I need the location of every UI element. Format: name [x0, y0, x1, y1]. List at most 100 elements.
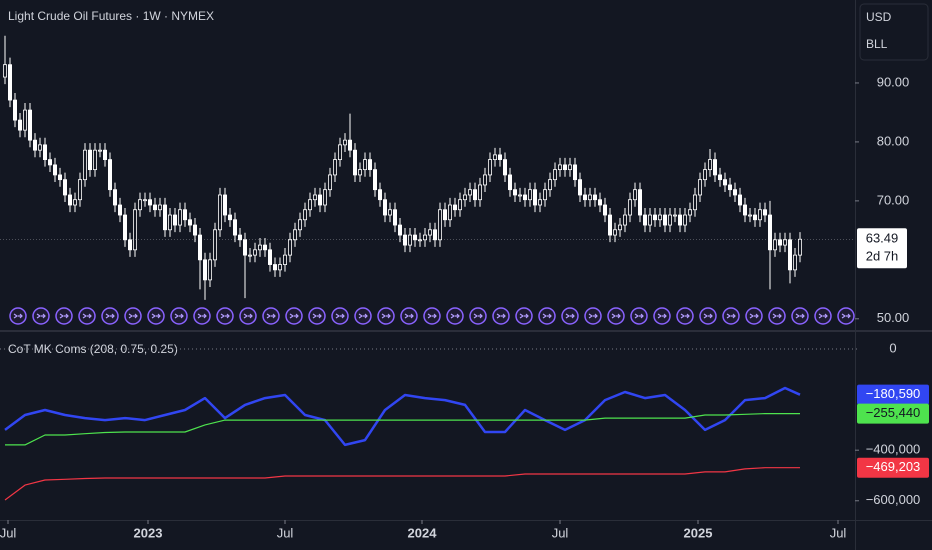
- candle-body: [728, 184, 733, 191]
- candle-body: [502, 159, 507, 176]
- series-line: [4, 467, 800, 501]
- candle-body: [558, 164, 563, 171]
- candle-body: [362, 159, 367, 171]
- candle-body: [693, 194, 698, 211]
- candle-body: [58, 174, 63, 181]
- candle-body: [638, 189, 643, 216]
- candle-body: [482, 174, 487, 186]
- candle-body: [327, 174, 332, 191]
- candle-body: [733, 189, 738, 196]
- candle-body: [247, 254, 252, 257]
- candle-body: [708, 159, 713, 171]
- candle-body: [563, 164, 568, 171]
- value-tag-label: −180,590: [866, 386, 921, 401]
- candle-body: [312, 194, 317, 201]
- candle-body: [347, 139, 352, 151]
- candle-body: [753, 214, 758, 221]
- event-icon: [657, 313, 667, 319]
- candle-body: [553, 169, 558, 181]
- series-line: [5, 413, 800, 446]
- candle-body: [658, 214, 663, 221]
- candle-body: [367, 159, 372, 171]
- candle-body: [12, 99, 17, 121]
- candle-body: [788, 239, 793, 271]
- candle-body: [608, 214, 613, 236]
- event-icon: [542, 313, 552, 319]
- candle-body: [142, 199, 147, 202]
- candle-body: [222, 194, 227, 216]
- event-icon: [473, 313, 483, 319]
- candle-body: [357, 169, 362, 176]
- candle-body: [497, 154, 502, 161]
- candle-body: [242, 239, 247, 256]
- candle-body: [83, 149, 88, 181]
- event-icon: [312, 313, 322, 319]
- candle-body: [467, 189, 472, 196]
- candle-body: [683, 214, 688, 226]
- candle-body: [53, 164, 58, 176]
- candle-body: [457, 199, 462, 211]
- event-icon: [381, 313, 391, 319]
- candle-body: [758, 209, 763, 221]
- candle-body: [713, 159, 718, 176]
- event-icon: [841, 313, 851, 319]
- unit-box[interactable]: [859, 3, 929, 61]
- event-icon: [174, 313, 184, 319]
- candle-body: [307, 199, 312, 211]
- candle-body: [603, 204, 608, 216]
- candle-body: [618, 224, 623, 231]
- event-icon: [703, 313, 713, 319]
- candle-body: [48, 159, 53, 166]
- candle-body: [103, 149, 108, 161]
- currency[interactable]: USD: [866, 10, 892, 24]
- event-icon: [404, 313, 414, 319]
- candle-body: [27, 109, 32, 141]
- candle-body: [342, 139, 347, 146]
- event-icon: [427, 313, 437, 319]
- candle-body: [282, 254, 287, 265]
- candle-body: [487, 159, 492, 176]
- candle-body: [688, 209, 693, 216]
- event-icon: [611, 313, 621, 319]
- candle-body: [382, 199, 387, 216]
- candle-body: [718, 174, 723, 181]
- candle-body: [152, 204, 157, 211]
- candle-body: [668, 214, 673, 226]
- event-icon: [634, 313, 644, 319]
- candle-body: [377, 189, 382, 201]
- candle-body: [643, 214, 648, 226]
- countdown: 2d 7h: [866, 249, 899, 264]
- chart-title: Light Crude Oil Futures · 1W · NYMEX: [8, 9, 214, 23]
- candle-body: [518, 194, 523, 197]
- candle-body: [162, 204, 167, 231]
- candle-body: [477, 184, 482, 201]
- event-icon: [128, 313, 138, 319]
- event-icon: [818, 313, 828, 319]
- candle-body: [207, 259, 212, 281]
- y-tick-label: −400,000: [866, 442, 921, 457]
- candle-body: [7, 64, 12, 101]
- candle-body: [127, 239, 132, 251]
- y-tick-label: 50.00: [877, 310, 910, 325]
- candle-body: [33, 139, 38, 151]
- candle-body: [653, 214, 658, 221]
- candle-body: [38, 144, 43, 151]
- candle-body: [738, 194, 743, 206]
- event-icon: [59, 313, 69, 319]
- value-tag-label: −469,203: [866, 459, 921, 474]
- candle-body: [98, 149, 103, 152]
- value-tag-label: −255,440: [866, 405, 921, 420]
- candle-body: [412, 234, 417, 241]
- candle-body: [507, 174, 512, 191]
- candle-body: [217, 194, 222, 231]
- candle-body: [422, 234, 427, 241]
- candle-body: [588, 194, 593, 201]
- candle-body: [212, 229, 217, 261]
- candle-body: [387, 209, 392, 216]
- x-tick-label: Jul: [277, 525, 294, 540]
- unit[interactable]: BLL: [866, 37, 888, 51]
- event-icon: [795, 313, 805, 319]
- y-tick-label: 0: [889, 340, 896, 355]
- candle-body: [237, 234, 242, 241]
- event-icon: [197, 313, 207, 319]
